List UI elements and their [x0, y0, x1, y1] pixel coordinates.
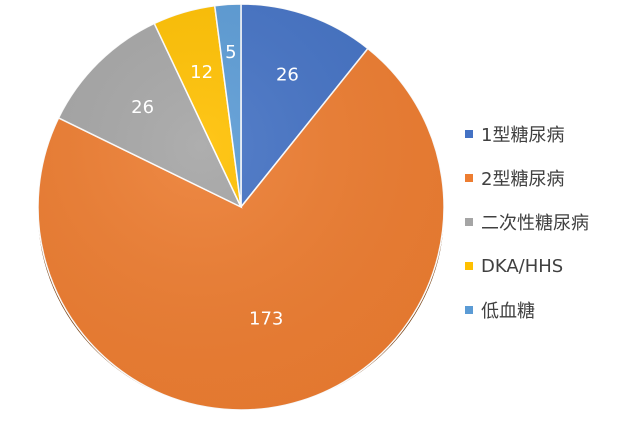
data-label-hypoglycemia: 5 [225, 42, 236, 63]
legend-item-type2: 2型糖尿病 [465, 156, 589, 200]
legend: 1型糖尿病 2型糖尿病 二次性糖尿病 DKA/HHS 低血糖 [465, 112, 589, 332]
data-label-type2: 173 [249, 309, 283, 330]
legend-item-hypoglycemia: 低血糖 [465, 288, 589, 332]
legend-label-type1: 1型糖尿病 [481, 125, 565, 146]
legend-swatch-dka-hhs [465, 262, 473, 270]
legend-item-secondary: 二次性糖尿病 [465, 200, 589, 244]
legend-item-type1: 1型糖尿病 [465, 112, 589, 156]
legend-item-dka-hhs: DKA/HHS [465, 244, 589, 288]
legend-swatch-type1 [465, 130, 473, 138]
pie-slices [37, 3, 445, 411]
legend-label-secondary: 二次性糖尿病 [481, 213, 589, 234]
legend-swatch-type2 [465, 174, 473, 182]
data-label-secondary: 26 [131, 97, 154, 118]
legend-swatch-secondary [465, 218, 473, 226]
legend-label-hypoglycemia: 低血糖 [481, 301, 535, 322]
data-label-dka-hhs: 12 [190, 62, 213, 83]
legend-swatch-hypoglycemia [465, 306, 473, 314]
legend-label-type2: 2型糖尿病 [481, 169, 565, 190]
legend-label-dka-hhs: DKA/HHS [481, 255, 564, 277]
data-label-type1: 26 [276, 64, 299, 85]
slice-labels: 26 173 26 12 5 [131, 42, 299, 330]
